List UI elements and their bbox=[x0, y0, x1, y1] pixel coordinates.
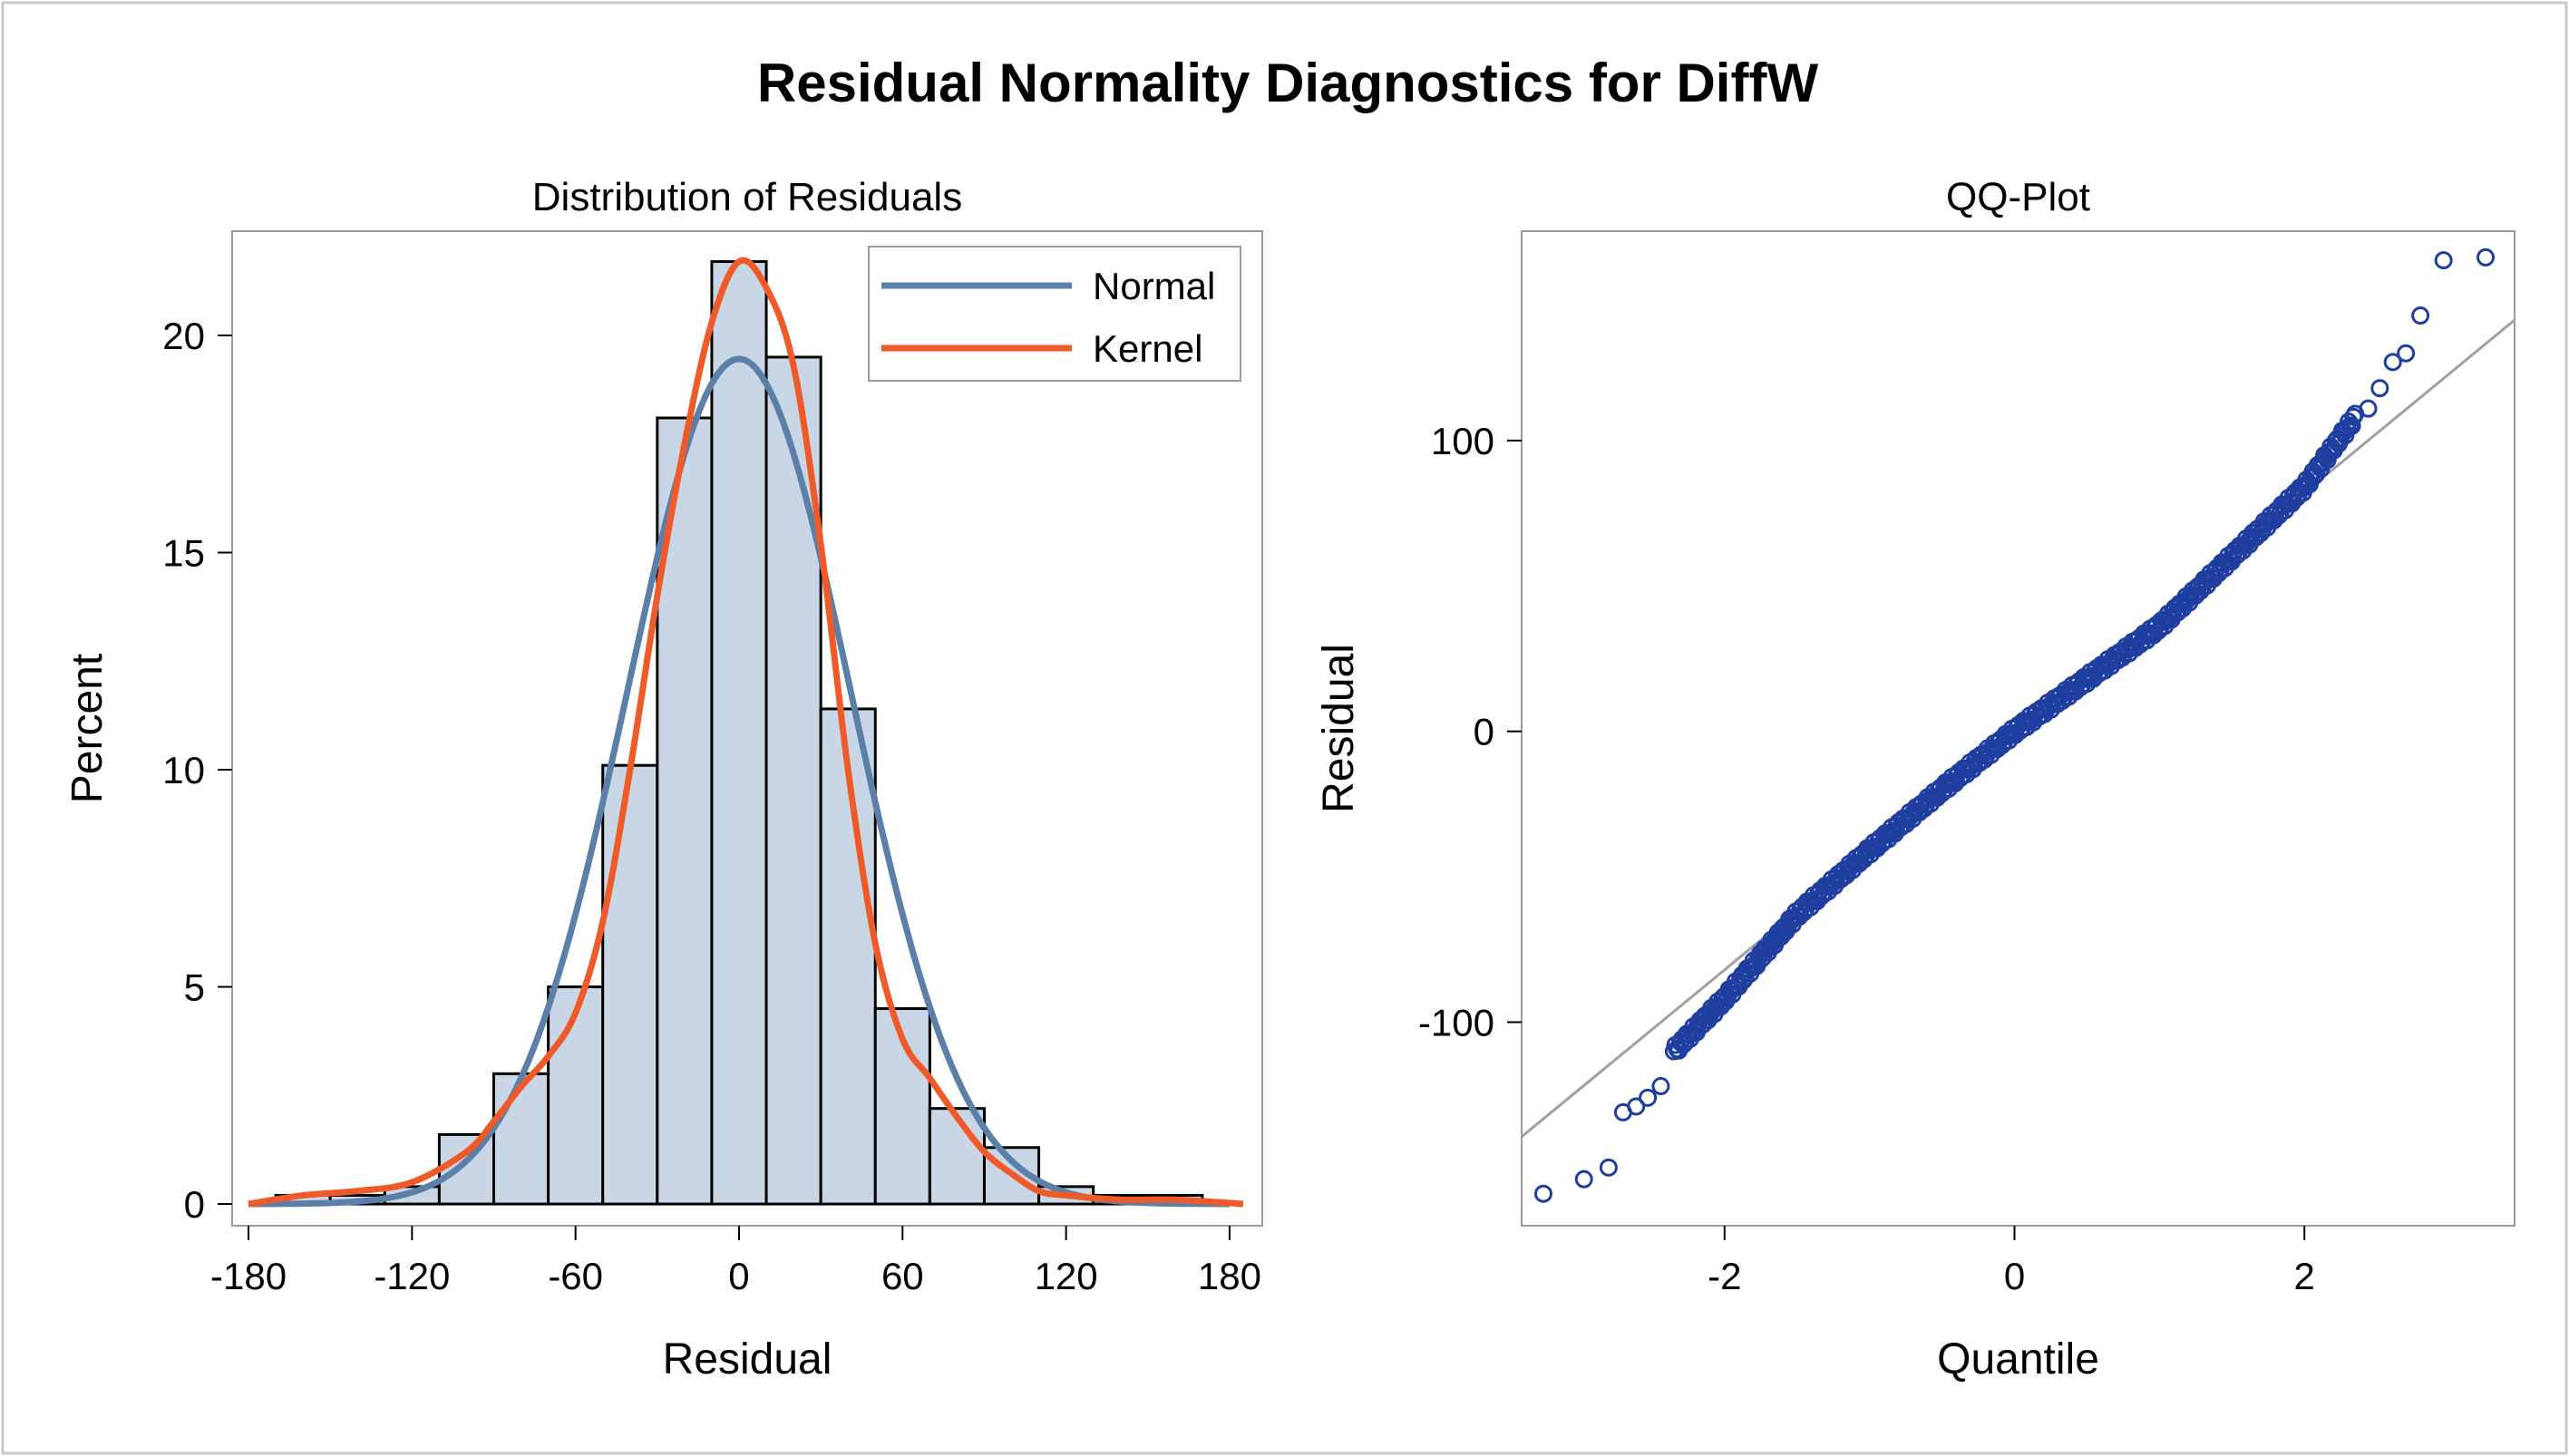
figure-title: Residual Normality Diagnostics for DiffW bbox=[757, 53, 1819, 113]
qq-x-tick-label: 0 bbox=[2004, 1255, 2025, 1297]
qq-point bbox=[2370, 379, 2389, 398]
histogram-y-tick-label: 0 bbox=[184, 1183, 205, 1226]
kernel-density-line bbox=[248, 257, 1244, 1208]
histogram-bar bbox=[710, 260, 768, 1206]
qq-point bbox=[2397, 344, 2416, 363]
histogram-x-axis-label: Residual bbox=[663, 1335, 832, 1383]
histogram-x-tick-label: -60 bbox=[548, 1255, 603, 1297]
histogram-bar bbox=[928, 1107, 986, 1206]
histogram-x-tick-label: 180 bbox=[1198, 1255, 1261, 1297]
legend-kernel-label: Kernel bbox=[1093, 327, 1202, 370]
histogram-bar bbox=[437, 1132, 496, 1206]
histogram-y-tick-label: 10 bbox=[162, 749, 205, 791]
qq-x-tick-label: -2 bbox=[1708, 1255, 1741, 1297]
qq-point bbox=[2383, 353, 2402, 372]
qq-point bbox=[2411, 306, 2430, 325]
histogram-x-tick-label: 0 bbox=[728, 1255, 749, 1297]
qq-point bbox=[2477, 248, 2496, 267]
qq-point bbox=[2342, 416, 2361, 435]
histogram-x-tick-label: 120 bbox=[1035, 1255, 1098, 1297]
qq-point bbox=[1627, 1097, 1646, 1116]
histogram-bar bbox=[601, 763, 659, 1206]
histogram-bar bbox=[547, 985, 605, 1206]
legend-normal-label: Normal bbox=[1093, 265, 1215, 307]
histogram-legend: Normal Kernel bbox=[868, 246, 1241, 382]
histogram-panel: Distribution of Residuals -180 -120 -60 0 60 1… bbox=[63, 175, 1263, 1383]
qq-point bbox=[1639, 1088, 1658, 1107]
histogram-x-tick-label: 60 bbox=[881, 1255, 924, 1297]
qq-point bbox=[2434, 251, 2453, 270]
qq-y-axis-label: Residual bbox=[1315, 644, 1363, 813]
histogram-bar bbox=[492, 1072, 550, 1206]
qq-point bbox=[2359, 399, 2378, 418]
qq-point bbox=[1533, 1184, 1552, 1203]
qq-y-tick-label: 100 bbox=[1431, 420, 1494, 462]
qq-point bbox=[1651, 1077, 1670, 1096]
qq-point bbox=[1574, 1170, 1593, 1189]
histogram-y-tick-label: 15 bbox=[162, 531, 205, 574]
qq-y-tick-label: -100 bbox=[1418, 1001, 1494, 1043]
qq-x-axis-label: Quantile bbox=[1937, 1335, 2099, 1383]
histogram-title: Distribution of Residuals bbox=[532, 175, 962, 219]
qq-plot-panel: QQ-Plot -2 0 2 -100 0 100 Quantile Residual bbox=[1315, 175, 2515, 1383]
histogram-x-tick-label: -180 bbox=[210, 1255, 287, 1297]
histogram-y-axis-label: Percent bbox=[63, 654, 112, 803]
qq-x-tick-label: 2 bbox=[2294, 1255, 2315, 1297]
qq-y-tick-label: 0 bbox=[1474, 711, 1494, 753]
legend-box bbox=[868, 246, 1241, 382]
histogram-x-tick-label: -120 bbox=[374, 1255, 450, 1297]
histogram-y-tick-label: 5 bbox=[184, 966, 205, 1009]
qq-point bbox=[1599, 1158, 1618, 1177]
qq-plot-title: QQ-Plot bbox=[1946, 175, 2090, 219]
histogram-y-tick-label: 20 bbox=[162, 315, 205, 357]
